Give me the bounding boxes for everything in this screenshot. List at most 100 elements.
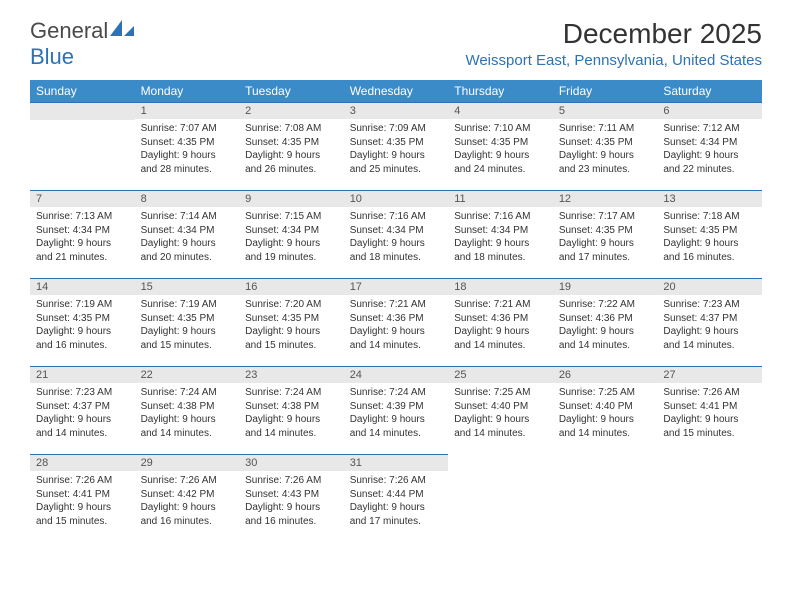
calendar-day-cell — [448, 454, 553, 542]
page-header: General Blue December 2025 Weissport Eas… — [30, 18, 762, 70]
empty-day-bar — [30, 102, 135, 120]
day-number: 31 — [344, 454, 449, 471]
day-number: 5 — [553, 102, 658, 119]
logo-sail-icon — [108, 18, 136, 38]
day-number: 17 — [344, 278, 449, 295]
day-detail-line: Daylight: 9 hours — [454, 325, 547, 339]
day-details: Sunrise: 7:19 AMSunset: 4:35 PMDaylight:… — [135, 295, 240, 354]
day-details: Sunrise: 7:24 AMSunset: 4:38 PMDaylight:… — [135, 383, 240, 442]
calendar-day-cell: 15Sunrise: 7:19 AMSunset: 4:35 PMDayligh… — [135, 278, 240, 366]
day-detail-line: Sunrise: 7:26 AM — [245, 474, 338, 488]
day-detail-line: and 14 minutes. — [350, 339, 443, 353]
day-number: 1 — [135, 102, 240, 119]
calendar-day-cell: 6Sunrise: 7:12 AMSunset: 4:34 PMDaylight… — [657, 102, 762, 190]
day-details: Sunrise: 7:25 AMSunset: 4:40 PMDaylight:… — [448, 383, 553, 442]
day-detail-line: Sunrise: 7:20 AM — [245, 298, 338, 312]
day-detail-line: Daylight: 9 hours — [36, 325, 129, 339]
day-number: 7 — [30, 190, 135, 207]
calendar-header-row: SundayMondayTuesdayWednesdayThursdayFrid… — [30, 80, 762, 102]
day-detail-line: Daylight: 9 hours — [559, 237, 652, 251]
day-detail-line: Sunset: 4:34 PM — [245, 224, 338, 238]
day-detail-line: and 15 minutes. — [36, 515, 129, 529]
day-detail-line: Daylight: 9 hours — [350, 413, 443, 427]
calendar-table: SundayMondayTuesdayWednesdayThursdayFrid… — [30, 80, 762, 542]
day-detail-line: Sunset: 4:34 PM — [454, 224, 547, 238]
day-detail-line: Sunset: 4:40 PM — [454, 400, 547, 414]
day-detail-line: Sunrise: 7:14 AM — [141, 210, 234, 224]
day-details: Sunrise: 7:26 AMSunset: 4:43 PMDaylight:… — [239, 471, 344, 530]
calendar-day-cell: 27Sunrise: 7:26 AMSunset: 4:41 PMDayligh… — [657, 366, 762, 454]
day-detail-line: Sunset: 4:36 PM — [350, 312, 443, 326]
calendar-day-cell: 5Sunrise: 7:11 AMSunset: 4:35 PMDaylight… — [553, 102, 658, 190]
day-number: 19 — [553, 278, 658, 295]
day-detail-line: Sunset: 4:35 PM — [141, 136, 234, 150]
day-number: 18 — [448, 278, 553, 295]
logo-text-general: General — [30, 18, 108, 43]
calendar-day-cell: 4Sunrise: 7:10 AMSunset: 4:35 PMDaylight… — [448, 102, 553, 190]
day-detail-line: and 16 minutes. — [141, 515, 234, 529]
day-details: Sunrise: 7:26 AMSunset: 4:42 PMDaylight:… — [135, 471, 240, 530]
day-detail-line: Daylight: 9 hours — [245, 149, 338, 163]
day-number: 26 — [553, 366, 658, 383]
title-block: December 2025 Weissport East, Pennsylvan… — [465, 18, 762, 69]
calendar-day-cell: 19Sunrise: 7:22 AMSunset: 4:36 PMDayligh… — [553, 278, 658, 366]
day-detail-line: and 23 minutes. — [559, 163, 652, 177]
day-detail-line: and 14 minutes. — [245, 427, 338, 441]
day-detail-line: and 20 minutes. — [141, 251, 234, 265]
day-detail-line: Sunrise: 7:26 AM — [36, 474, 129, 488]
weekday-header: Thursday — [448, 80, 553, 102]
day-detail-line: Sunrise: 7:24 AM — [141, 386, 234, 400]
month-title: December 2025 — [465, 18, 762, 50]
day-detail-line: Sunrise: 7:07 AM — [141, 122, 234, 136]
day-details: Sunrise: 7:20 AMSunset: 4:35 PMDaylight:… — [239, 295, 344, 354]
day-number: 24 — [344, 366, 449, 383]
calendar-day-cell: 11Sunrise: 7:16 AMSunset: 4:34 PMDayligh… — [448, 190, 553, 278]
day-detail-line: and 15 minutes. — [141, 339, 234, 353]
day-detail-line: and 14 minutes. — [36, 427, 129, 441]
calendar-day-cell: 20Sunrise: 7:23 AMSunset: 4:37 PMDayligh… — [657, 278, 762, 366]
day-detail-line: Daylight: 9 hours — [245, 501, 338, 515]
day-detail-line: Daylight: 9 hours — [559, 325, 652, 339]
day-details: Sunrise: 7:08 AMSunset: 4:35 PMDaylight:… — [239, 119, 344, 178]
day-detail-line: Sunrise: 7:26 AM — [141, 474, 234, 488]
day-detail-line: Sunrise: 7:10 AM — [454, 122, 547, 136]
calendar-day-cell: 9Sunrise: 7:15 AMSunset: 4:34 PMDaylight… — [239, 190, 344, 278]
day-number: 9 — [239, 190, 344, 207]
day-detail-line: Sunset: 4:37 PM — [36, 400, 129, 414]
weekday-header: Saturday — [657, 80, 762, 102]
day-detail-line: Sunrise: 7:25 AM — [559, 386, 652, 400]
day-detail-line: Sunrise: 7:24 AM — [245, 386, 338, 400]
day-detail-line: Sunset: 4:41 PM — [36, 488, 129, 502]
calendar-day-cell: 1Sunrise: 7:07 AMSunset: 4:35 PMDaylight… — [135, 102, 240, 190]
calendar-day-cell: 17Sunrise: 7:21 AMSunset: 4:36 PMDayligh… — [344, 278, 449, 366]
day-details: Sunrise: 7:26 AMSunset: 4:41 PMDaylight:… — [657, 383, 762, 442]
day-detail-line: Sunrise: 7:21 AM — [454, 298, 547, 312]
weekday-header: Wednesday — [344, 80, 449, 102]
logo: General Blue — [30, 18, 136, 70]
day-detail-line: Sunrise: 7:23 AM — [663, 298, 756, 312]
calendar-day-cell: 24Sunrise: 7:24 AMSunset: 4:39 PMDayligh… — [344, 366, 449, 454]
day-number: 20 — [657, 278, 762, 295]
calendar-day-cell: 28Sunrise: 7:26 AMSunset: 4:41 PMDayligh… — [30, 454, 135, 542]
location-label: Weissport East, Pennsylvania, United Sta… — [465, 52, 762, 69]
day-detail-line: and 14 minutes. — [141, 427, 234, 441]
day-details: Sunrise: 7:21 AMSunset: 4:36 PMDaylight:… — [344, 295, 449, 354]
day-detail-line: and 25 minutes. — [350, 163, 443, 177]
day-detail-line: Sunset: 4:39 PM — [350, 400, 443, 414]
day-detail-line: Sunrise: 7:09 AM — [350, 122, 443, 136]
day-detail-line: Daylight: 9 hours — [454, 237, 547, 251]
calendar-week-row: 21Sunrise: 7:23 AMSunset: 4:37 PMDayligh… — [30, 366, 762, 454]
calendar-day-cell: 25Sunrise: 7:25 AMSunset: 4:40 PMDayligh… — [448, 366, 553, 454]
day-details: Sunrise: 7:15 AMSunset: 4:34 PMDaylight:… — [239, 207, 344, 266]
day-detail-line: Sunrise: 7:16 AM — [454, 210, 547, 224]
day-details: Sunrise: 7:07 AMSunset: 4:35 PMDaylight:… — [135, 119, 240, 178]
day-number: 14 — [30, 278, 135, 295]
day-number: 3 — [344, 102, 449, 119]
day-detail-line: Sunset: 4:36 PM — [559, 312, 652, 326]
day-detail-line: Daylight: 9 hours — [663, 149, 756, 163]
day-detail-line: and 14 minutes. — [559, 427, 652, 441]
day-detail-line: Sunset: 4:41 PM — [663, 400, 756, 414]
day-detail-line: and 15 minutes. — [245, 339, 338, 353]
day-details: Sunrise: 7:24 AMSunset: 4:38 PMDaylight:… — [239, 383, 344, 442]
day-number: 30 — [239, 454, 344, 471]
